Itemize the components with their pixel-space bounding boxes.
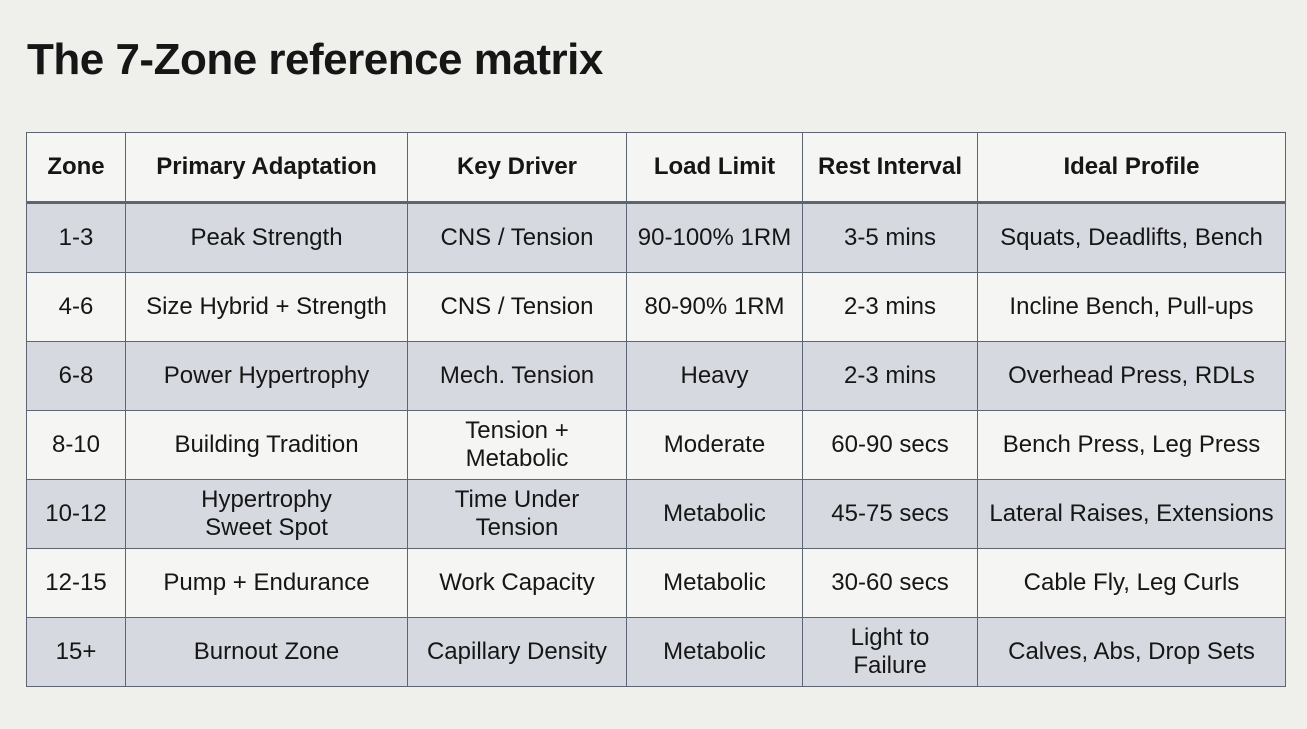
table-cell: Cable Fly, Leg Curls [977, 548, 1286, 618]
header-cell: Primary Adaptation [125, 132, 408, 203]
table-cell: Moderate [626, 410, 803, 480]
header-cell: Key Driver [407, 132, 627, 203]
header-cell: Zone [26, 132, 126, 203]
table-cell: Capillary Density [407, 617, 627, 687]
table-cell: Lateral Raises, Extensions [977, 479, 1286, 549]
page-title: The 7-Zone reference matrix [27, 35, 603, 84]
table-cell: Mech. Tension [407, 341, 627, 411]
table-cell: 45-75 secs [802, 479, 978, 549]
table-cell: 60-90 secs [802, 410, 978, 480]
table-cell: Time Under Tension [407, 479, 627, 549]
table-cell: 1-3 [26, 202, 126, 273]
table-cell: 2-3 mins [802, 341, 978, 411]
table-cell: Tension + Metabolic [407, 410, 627, 480]
table-cell: Pump + Endurance [125, 548, 408, 618]
table-cell: Peak Strength [125, 202, 408, 273]
table-cell: Metabolic [626, 479, 803, 549]
table-row: 10-12 Hypertrophy Sweet Spot Time Under Te… [26, 479, 1286, 549]
table-row: 4-6 Size Hybrid + Strength CNS / Tension 80… [26, 272, 1286, 342]
table-cell: Incline Bench, Pull-ups [977, 272, 1286, 342]
table-cell: Overhead Press, RDLs [977, 341, 1286, 411]
table-cell: Squats, Deadlifts, Bench [977, 202, 1286, 273]
table-cell: 3-5 mins [802, 202, 978, 273]
table-cell: Bench Press, Leg Press [977, 410, 1286, 480]
table-cell: Heavy [626, 341, 803, 411]
table-cell: Hypertrophy Sweet Spot [125, 479, 408, 549]
table-cell: Building Tradition [125, 410, 408, 480]
table-cell: Calves, Abs, Drop Sets [977, 617, 1286, 687]
header-row: Zone Primary Adaptation Key Driver Load Lim… [26, 132, 1286, 203]
table-cell: 2-3 mins [802, 272, 978, 342]
table-cell: CNS / Tension [407, 272, 627, 342]
table-row: 8-10 Building Tradition Tension + Metaboli… [26, 410, 1286, 480]
table-cell: 4-6 [26, 272, 126, 342]
table-cell: 80-90% 1RM [626, 272, 803, 342]
table-cell: Power Hypertrophy [125, 341, 408, 411]
table-cell: Light to Failure [802, 617, 978, 687]
header-cell: Load Limit [626, 132, 803, 203]
table-cell: 15+ [26, 617, 126, 687]
table-cell: Burnout Zone [125, 617, 408, 687]
table-cell: Metabolic [626, 617, 803, 687]
table-row: 15+ Burnout Zone Capillary Density Metaboli… [26, 617, 1286, 687]
table-cell: CNS / Tension [407, 202, 627, 273]
table-cell: Work Capacity [407, 548, 627, 618]
header-cell: Ideal Profile [977, 132, 1286, 203]
table-cell: 30-60 secs [802, 548, 978, 618]
table-row: 12-15 Pump + Endurance Work Capacity Metabo… [26, 548, 1286, 618]
table-body: 1-3 Peak Strength CNS / Tension 90-100% 1RM… [26, 202, 1286, 687]
table-cell: 8-10 [26, 410, 126, 480]
table-cell: 12-15 [26, 548, 126, 618]
table-cell: 90-100% 1RM [626, 202, 803, 273]
matrix-table: Zone Primary Adaptation Key Driver Load Lim… [26, 132, 1286, 687]
table-cell: 10-12 [26, 479, 126, 549]
table-header: Zone Primary Adaptation Key Driver Load Lim… [26, 132, 1286, 203]
table-cell: 6-8 [26, 341, 126, 411]
table-row: 6-8 Power Hypertrophy Mech. Tension Heavy 2-… [26, 341, 1286, 411]
header-cell: Rest Interval [802, 132, 978, 203]
table-row: 1-3 Peak Strength CNS / Tension 90-100% 1RM… [26, 202, 1286, 273]
table-cell: Size Hybrid + Strength [125, 272, 408, 342]
table-cell: Metabolic [626, 548, 803, 618]
